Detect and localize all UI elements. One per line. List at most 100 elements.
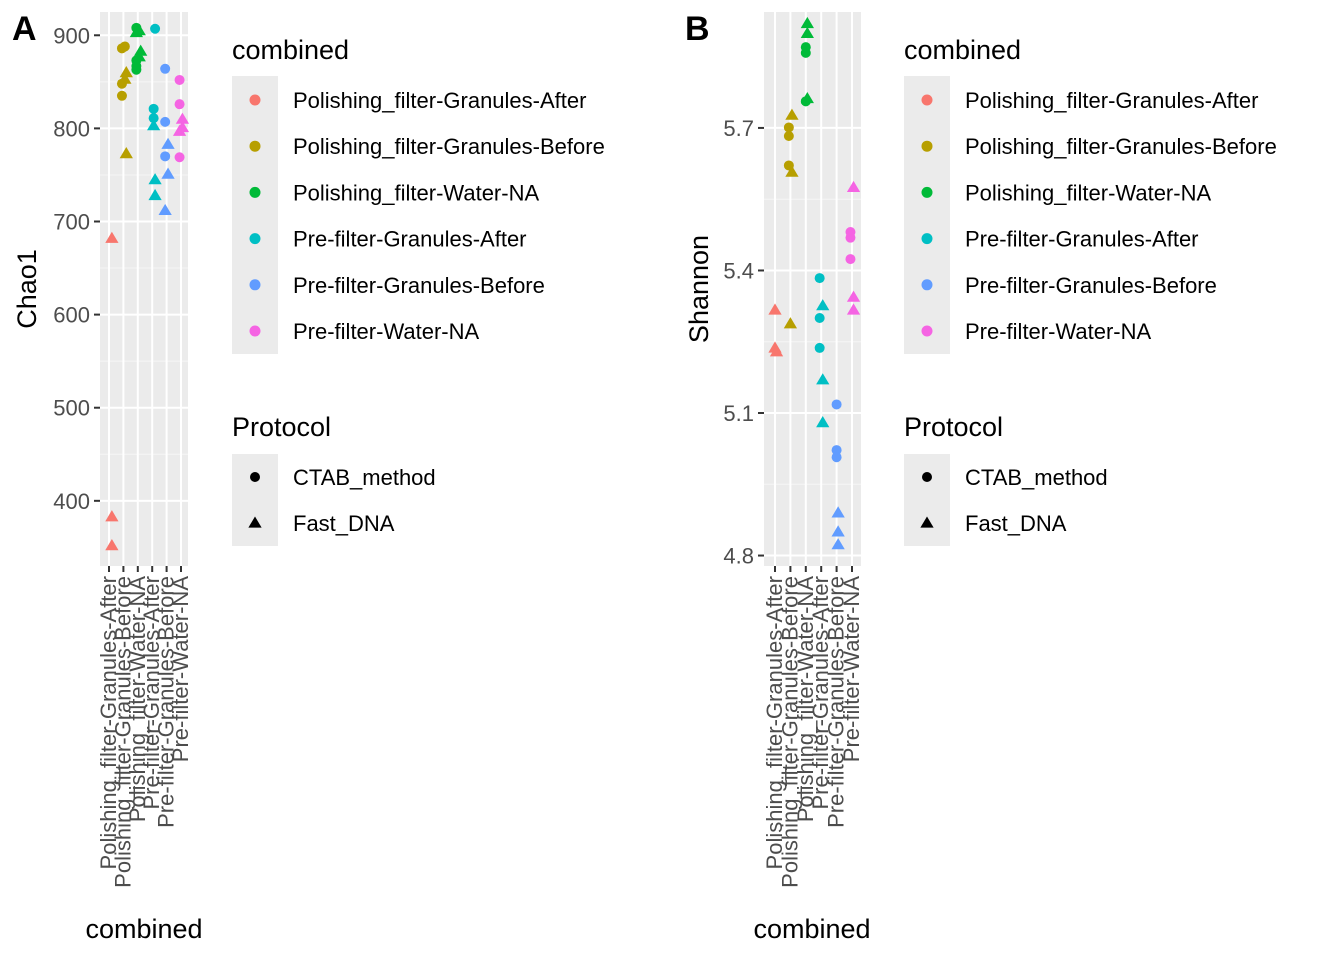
- data-point: [119, 147, 133, 159]
- data-point: [800, 91, 814, 104]
- panel-tag: A: [12, 10, 37, 48]
- data-point: [800, 16, 814, 29]
- legend-label: Pre-filter-Water-NA: [965, 319, 1152, 344]
- data-point: [132, 50, 146, 62]
- legend-label: Polishing_filter-Water-NA: [965, 180, 1211, 205]
- data-point: [814, 312, 825, 323]
- legend-key: [249, 325, 261, 337]
- x-tick-label: Pre-filter-Granules-After: [139, 576, 164, 810]
- data-point: [768, 303, 782, 315]
- data-point: [105, 539, 119, 551]
- data-point: [174, 152, 185, 163]
- x-tick-label: Pre-filter-Granules-After: [808, 576, 833, 810]
- data-point: [129, 25, 143, 38]
- legend-key-background: [232, 454, 278, 546]
- data-point: [785, 108, 799, 120]
- y-tick-label: 5.7: [723, 116, 754, 141]
- data-point: [116, 90, 127, 101]
- y-tick-label: 4.8: [723, 544, 754, 569]
- y-tick-label: 5.1: [723, 401, 754, 426]
- legend-title-combined: combined: [904, 35, 1021, 65]
- legend-label: Fast_DNA: [293, 511, 395, 536]
- x-tick-label: Pre-filter-Granules-Before: [824, 576, 849, 828]
- data-point: [174, 99, 185, 110]
- data-point: [800, 26, 814, 39]
- legend-key: [922, 472, 932, 482]
- data-point: [814, 273, 825, 284]
- x-tick-label: Pre-filter-Water-NA: [168, 576, 193, 763]
- data-point: [831, 506, 845, 518]
- legend-key: [249, 140, 261, 152]
- legend-key-background: [904, 76, 950, 354]
- data-point: [783, 317, 798, 329]
- x-tick-label: Pre-filter-Water-NA: [839, 576, 864, 763]
- data-point: [150, 23, 161, 34]
- legend-key-background: [232, 76, 278, 354]
- x-tick-label: Polishing_filter-Water-NA: [793, 576, 818, 822]
- x-axis-title: combined: [753, 914, 870, 944]
- data-point: [160, 116, 171, 127]
- x-tick-label: Polishing_filter-Granules-Before: [777, 576, 802, 888]
- data-point: [105, 510, 119, 522]
- legend-label: Pre-filter-Water-NA: [293, 319, 480, 344]
- x-tick-label: Polishing_filter-Granules-After: [762, 576, 787, 869]
- data-point: [769, 345, 784, 357]
- legend-key: [921, 140, 933, 152]
- y-tick-label: 700: [53, 209, 90, 234]
- data-point: [172, 124, 187, 136]
- legend-label: Pre-filter-Granules-After: [293, 227, 527, 252]
- legend: combined Polishing_filter-Granules-After P…: [904, 35, 1277, 546]
- data-point: [161, 137, 175, 149]
- data-point: [800, 47, 811, 58]
- legend-label: Polishing_filter-Granules-After: [965, 88, 1258, 113]
- data-point: [785, 165, 799, 177]
- data-point: [147, 119, 161, 131]
- data-point: [846, 180, 861, 193]
- data-point: [131, 64, 142, 75]
- legend-key: [250, 472, 260, 482]
- legend-label: Pre-filter-Granules-Before: [293, 273, 545, 298]
- legend-key: [248, 516, 262, 528]
- plot-background: [100, 12, 188, 566]
- legend-label: Fast_DNA: [965, 511, 1067, 536]
- data-point: [175, 112, 190, 124]
- legend-label: CTAB_method: [965, 465, 1108, 490]
- x-tick-label: Polishing_filter-Granules-After: [96, 576, 121, 869]
- data-point: [846, 290, 861, 302]
- x-tick-label: Pre-filter-Granules-Before: [154, 576, 179, 828]
- legend-key: [249, 233, 261, 245]
- y-tick-label: 400: [53, 489, 90, 514]
- data-point: [846, 303, 861, 315]
- legend-label: CTAB_method: [293, 465, 436, 490]
- data-point: [148, 188, 162, 201]
- data-point: [831, 538, 845, 550]
- legend-key: [921, 279, 933, 291]
- data-point: [816, 373, 830, 385]
- data-point: [160, 63, 171, 74]
- legend-key: [921, 325, 933, 337]
- y-tick-label: 600: [53, 303, 90, 328]
- legend-label: Pre-filter-Granules-Before: [965, 273, 1217, 298]
- legend-title-combined: combined: [232, 35, 349, 65]
- data-point: [174, 74, 185, 85]
- y-axis-title: Chao1: [12, 249, 42, 329]
- data-point: [148, 113, 159, 124]
- data-point: [161, 167, 175, 179]
- plot-background: [764, 12, 861, 566]
- legend-key: [249, 94, 261, 106]
- data-point: [148, 103, 159, 114]
- legend-key: [249, 186, 261, 198]
- data-point: [831, 525, 845, 537]
- data-point: [105, 231, 119, 243]
- legend-title-protocol: Protocol: [904, 412, 1003, 442]
- data-point: [831, 452, 842, 463]
- data-point: [119, 41, 130, 52]
- chart-panel-b: B 4.8 5.1 5.4 5.7 Polishing_filter-Granules-A…: [684, 10, 1277, 944]
- data-point: [831, 399, 842, 410]
- data-point: [118, 72, 132, 84]
- legend-key: [921, 94, 933, 106]
- y-axis-title: Shannon: [684, 235, 714, 343]
- data-point: [119, 66, 133, 78]
- data-point: [148, 173, 162, 185]
